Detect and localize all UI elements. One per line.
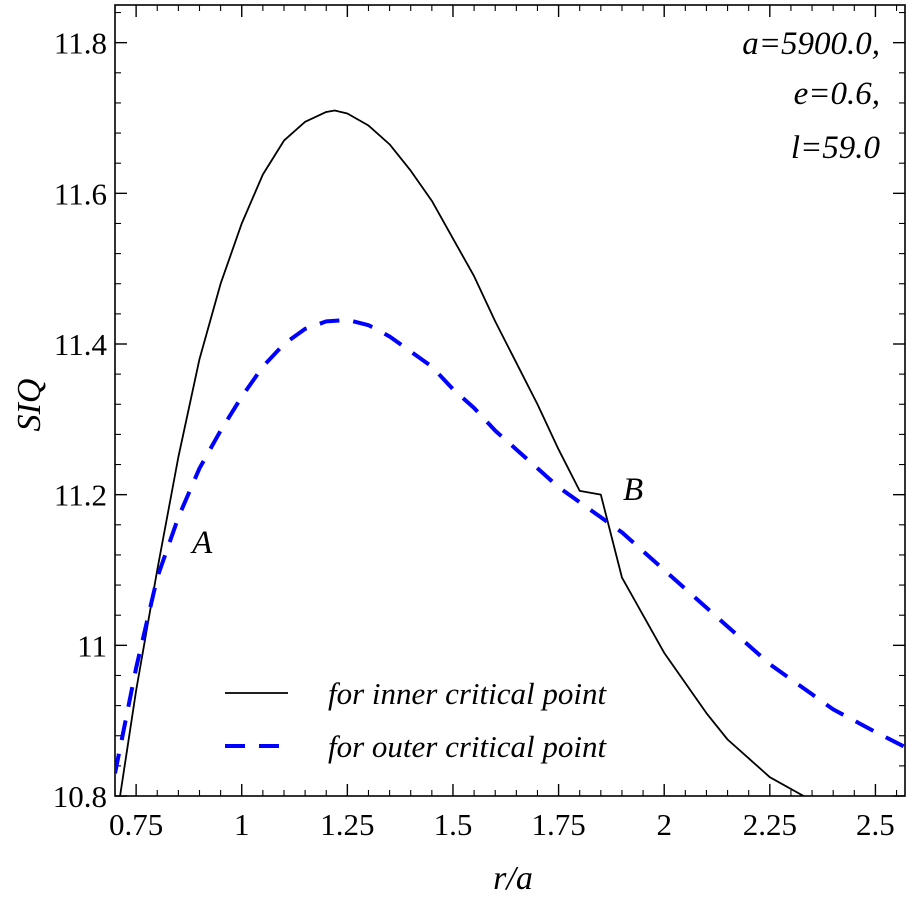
- param-l: l=59.0: [791, 130, 881, 166]
- legend: for inner critical point for outer criti…: [225, 676, 608, 764]
- x-axis-title: r/a: [493, 860, 533, 897]
- param-a: a=5900.0,: [742, 26, 880, 62]
- y-tick-label: 11.8: [54, 26, 107, 61]
- x-tick-label: 1.25: [320, 807, 374, 842]
- y-axis-title: SIQ: [11, 379, 48, 432]
- x-tick-label: 2.5: [856, 807, 895, 842]
- y-tick-label: 10.8: [53, 779, 107, 814]
- y-tick-label: 11: [77, 628, 107, 663]
- y-tick-label: 11.4: [54, 327, 108, 362]
- plot-frame: [114, 4, 906, 797]
- y-tick-label: 11.6: [54, 176, 107, 211]
- parameter-box: a=5900.0, e=0.6, l=59.0: [742, 26, 880, 166]
- axis-tick-labels: 0.75 1 1.25 1.5 1.75 2 2.25 2.5 10.8 11 11.2 11.4 11…: [53, 26, 895, 842]
- legend-label-inner: for inner critical point: [328, 676, 608, 711]
- legend-label-outer: for outer critical point: [328, 729, 608, 764]
- x-tick-label: 1.5: [434, 807, 473, 842]
- param-e: e=0.6,: [794, 76, 880, 112]
- point-label-b: B: [623, 472, 643, 508]
- axis-ticks: [114, 5, 905, 797]
- x-tick-label: 1.75: [531, 807, 585, 842]
- x-tick-label: 2: [656, 807, 672, 842]
- x-tick-label: 0.75: [109, 807, 163, 842]
- series-inner-line: [119, 109, 805, 796]
- x-tick-label: 2.25: [743, 807, 797, 842]
- point-label-a: A: [190, 525, 213, 561]
- annotations: AB: [190, 472, 643, 561]
- series-layer: [115, 109, 905, 796]
- x-tick-label: 1: [234, 807, 250, 842]
- y-tick-label: 11.2: [54, 478, 107, 513]
